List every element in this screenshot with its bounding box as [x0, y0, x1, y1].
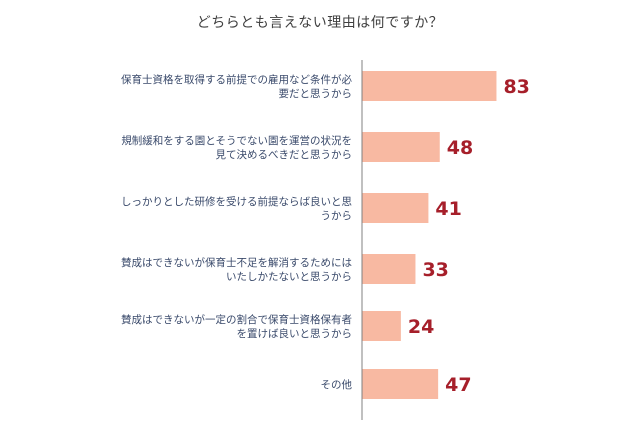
category-label-5: 賛成はできないが一定の割合で保育士資格保有者を置けば良いと思うから — [121, 313, 352, 340]
category-label-line: しっかりとした研修を受ける前提ならば良いと思 — [121, 195, 352, 208]
value-label-3: 41 — [435, 198, 461, 220]
category-label-line: 規制緩和をする園とそうでない園を運営の状況を — [121, 134, 352, 147]
category-label-line: 要だと思うから — [279, 88, 353, 100]
value-label-1: 83 — [503, 76, 529, 98]
category-label-6: その他 — [321, 378, 353, 391]
category-label-line: その他 — [321, 378, 353, 391]
category-label-4: 賛成はできないが保育士不足を解消するためにはいたしかたないと思うから — [121, 256, 352, 283]
value-label-5: 24 — [408, 316, 434, 338]
category-label-line: 賛成はできないが保育士不足を解消するためには — [121, 256, 352, 269]
bar-2 — [362, 132, 440, 162]
value-label-6: 47 — [445, 374, 471, 396]
bar-6 — [362, 369, 439, 399]
category-label-line: 見て決めるべきだと思うから — [216, 149, 353, 161]
category-label-line: いたしかたないと思うから — [226, 271, 352, 283]
category-label-line: 保育士資格を取得する前提での雇用など条件が必 — [121, 73, 352, 86]
value-label-4: 33 — [422, 259, 448, 281]
bar-3 — [362, 193, 429, 223]
category-label-line: うから — [321, 210, 353, 222]
value-label-2: 48 — [447, 137, 473, 159]
category-label-3: しっかりとした研修を受ける前提ならば良いと思うから — [121, 195, 352, 222]
chart-title: どちらとも言えない理由は何ですか？ — [196, 15, 444, 31]
bar-4 — [362, 254, 416, 284]
category-label-2: 規制緩和をする園とそうでない園を運営の状況を見て決めるべきだと思うから — [121, 134, 352, 161]
category-label-1: 保育士資格を取得する前提での雇用など条件が必要だと思うから — [121, 73, 352, 100]
category-label-line: 賛成はできないが一定の割合で保育士資格保有者 — [121, 313, 352, 326]
bar-5 — [362, 311, 401, 341]
category-label-line: を置けば良いと思うから — [237, 327, 353, 340]
bar-1 — [362, 71, 497, 101]
